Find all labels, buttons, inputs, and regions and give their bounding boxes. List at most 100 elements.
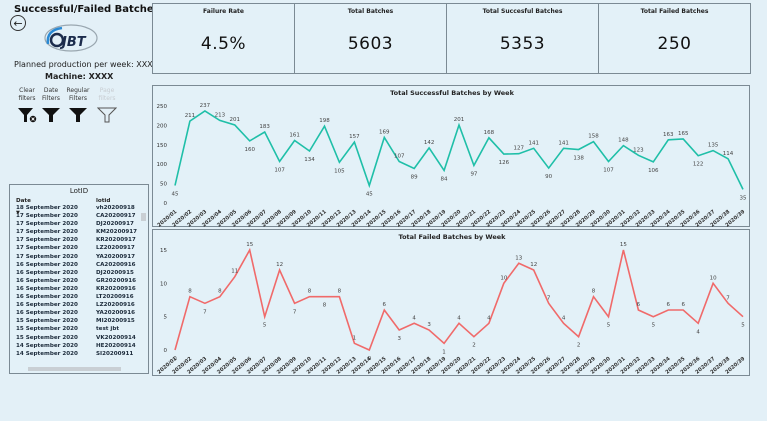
table-row[interactable]: 16 September 2020 YA20200916 — [10, 309, 148, 317]
data-label: 6 — [667, 302, 671, 308]
cell-date: 16 September 2020 — [16, 285, 78, 292]
scrollbar-thumb[interactable] — [141, 213, 146, 221]
column-header-lotid[interactable]: lotid — [96, 198, 111, 204]
kpi-value: 4.5% — [200, 34, 247, 54]
regular-filters-button[interactable]: Regular Filters — [65, 87, 91, 124]
logo-text: JBT — [59, 35, 87, 50]
y-tick-label: 5 — [164, 315, 168, 321]
date-filters-button[interactable]: Date Filters — [38, 87, 64, 124]
table-row[interactable]: 17 September 2020 YA20200917 — [10, 253, 148, 261]
successful-batches-chart: Total Successful Batches by Week 0 50 100 15… — [152, 85, 750, 228]
table-row[interactable]: 16 September 2020 KR20200916 — [10, 285, 148, 293]
filter-icon — [69, 108, 87, 122]
line-chart-svg: Total Failed Batches by Week05101502020/… — [156, 233, 746, 376]
y-tick-label: 200 — [157, 123, 168, 129]
table-row[interactable]: 16 September 2020 LT20200916 — [10, 293, 148, 301]
data-label: 127 — [514, 146, 525, 152]
table-row[interactable]: 17 September 2020 CA20200917 — [10, 212, 148, 220]
page-filters-button[interactable]: Page filters — [94, 87, 120, 124]
data-label: 126 — [499, 160, 510, 166]
jbt-logo: JBT — [40, 22, 102, 54]
table-row[interactable]: 14 September 2020 HE20200914 — [10, 342, 148, 350]
horizontal-scrollbar[interactable] — [20, 367, 140, 371]
cell-lotid: LT20200916 — [96, 294, 134, 301]
table-row[interactable]: 15 September 2020 test jbt — [10, 325, 148, 333]
data-label: 122 — [693, 162, 704, 168]
table-row[interactable]: 15 September 2020 MI20200915 — [10, 317, 148, 325]
data-label: 4 — [457, 315, 461, 321]
data-label: 158 — [588, 134, 599, 140]
filter-icon — [42, 108, 60, 122]
cell-date: 17 September 2020 — [16, 237, 78, 244]
filter-label: Filters — [69, 95, 87, 102]
data-label: 8 — [188, 289, 192, 295]
data-label: 3 — [397, 336, 401, 342]
table-row[interactable]: 16 September 2020 LZ20200916 — [10, 301, 148, 309]
data-label: 4 — [487, 315, 491, 321]
table-row[interactable]: 16 September 2020 GR20200916 — [10, 277, 148, 285]
kpi-card-failed-batches: Total Failed Batches 250 — [598, 3, 751, 74]
kpi-card-failure-rate: Failure Rate 4.5% — [152, 3, 295, 74]
cell-date: 18 September 2020 — [16, 205, 78, 211]
table-row[interactable]: 17 September 2020 DJ20200917 — [10, 220, 148, 228]
data-label: 161 — [289, 133, 300, 139]
table-row[interactable]: 17 September 2020 KR20200917 — [10, 236, 148, 244]
y-tick-label: 10 — [160, 281, 167, 287]
data-label: 2 — [577, 343, 581, 349]
kpi-label: Total Batches — [347, 8, 394, 15]
table-row[interactable]: 16 September 2020 CA20200916 — [10, 261, 148, 269]
column-header-date[interactable]: Date — [16, 198, 31, 204]
table-row[interactable]: 15 September 2020 VK20200914 — [10, 334, 148, 342]
data-label: 8 — [308, 289, 312, 295]
data-label: 168 — [484, 130, 495, 136]
data-label: 165 — [678, 131, 689, 137]
lotid-table-title: LotID — [69, 187, 89, 195]
cell-date: 16 September 2020 — [16, 277, 78, 284]
table-body: 18 September 2020 vh20200918 17 September … — [10, 204, 148, 364]
y-tick-label: 0 — [164, 201, 168, 207]
data-label: 5 — [607, 323, 611, 329]
filter-label: filters — [98, 95, 116, 102]
back-button[interactable]: ← — [10, 15, 26, 31]
table-row[interactable]: 14 September 2020 SI20200911 — [10, 350, 148, 358]
cell-date: 15 September 2020 — [16, 318, 78, 325]
table-row[interactable]: 16 September 2020 DJ20200915 — [10, 269, 148, 277]
data-label: 237 — [200, 103, 211, 109]
cell-lotid: YA20200917 — [96, 253, 135, 260]
machine-text: Machine: XXXX — [45, 72, 114, 81]
data-label: 107 — [603, 167, 614, 173]
table-row[interactable]: 17 September 2020 LZ20200917 — [10, 244, 148, 252]
data-label: 123 — [633, 147, 644, 153]
data-label: 114 — [723, 151, 734, 157]
y-tick-label: 0 — [164, 348, 168, 354]
cell-date: 15 September 2020 — [16, 334, 78, 341]
data-label: 11 — [231, 269, 238, 275]
data-label: 7 — [726, 295, 730, 301]
planned-production-text: Planned production per week: XXXX — [14, 60, 159, 69]
arrow-left-icon: ← — [13, 16, 23, 30]
table-row[interactable]: 18 September 2020 vh20200918 — [10, 204, 148, 212]
data-label: 4 — [562, 315, 566, 321]
data-label: 141 — [558, 140, 569, 146]
vertical-scrollbar[interactable] — [141, 207, 146, 359]
data-label: 84 — [441, 176, 448, 182]
data-label: 7 — [203, 309, 207, 315]
cell-date: 17 September 2020 — [16, 245, 78, 252]
cell-date: 16 September 2020 — [16, 294, 78, 301]
clear-filters-button[interactable]: Clear filters — [14, 87, 40, 124]
cell-lotid: GR20200916 — [96, 277, 137, 284]
data-label: 198 — [319, 118, 330, 124]
scrollbar-thumb[interactable] — [28, 367, 121, 371]
data-label: 135 — [708, 143, 719, 149]
cell-lotid: CA20200917 — [96, 213, 136, 220]
data-label: 201 — [230, 117, 241, 123]
data-label: 5 — [741, 323, 745, 329]
cell-lotid: MI20200915 — [96, 318, 135, 325]
cell-lotid: KR20200917 — [96, 237, 136, 244]
data-label: 201 — [454, 117, 465, 123]
data-label: 5 — [652, 323, 656, 329]
table-row[interactable]: 17 September 2020 KM20200917 — [10, 228, 148, 236]
data-label: 3 — [427, 322, 431, 328]
cell-lotid: VK20200914 — [96, 334, 136, 341]
data-label: 106 — [648, 168, 659, 174]
